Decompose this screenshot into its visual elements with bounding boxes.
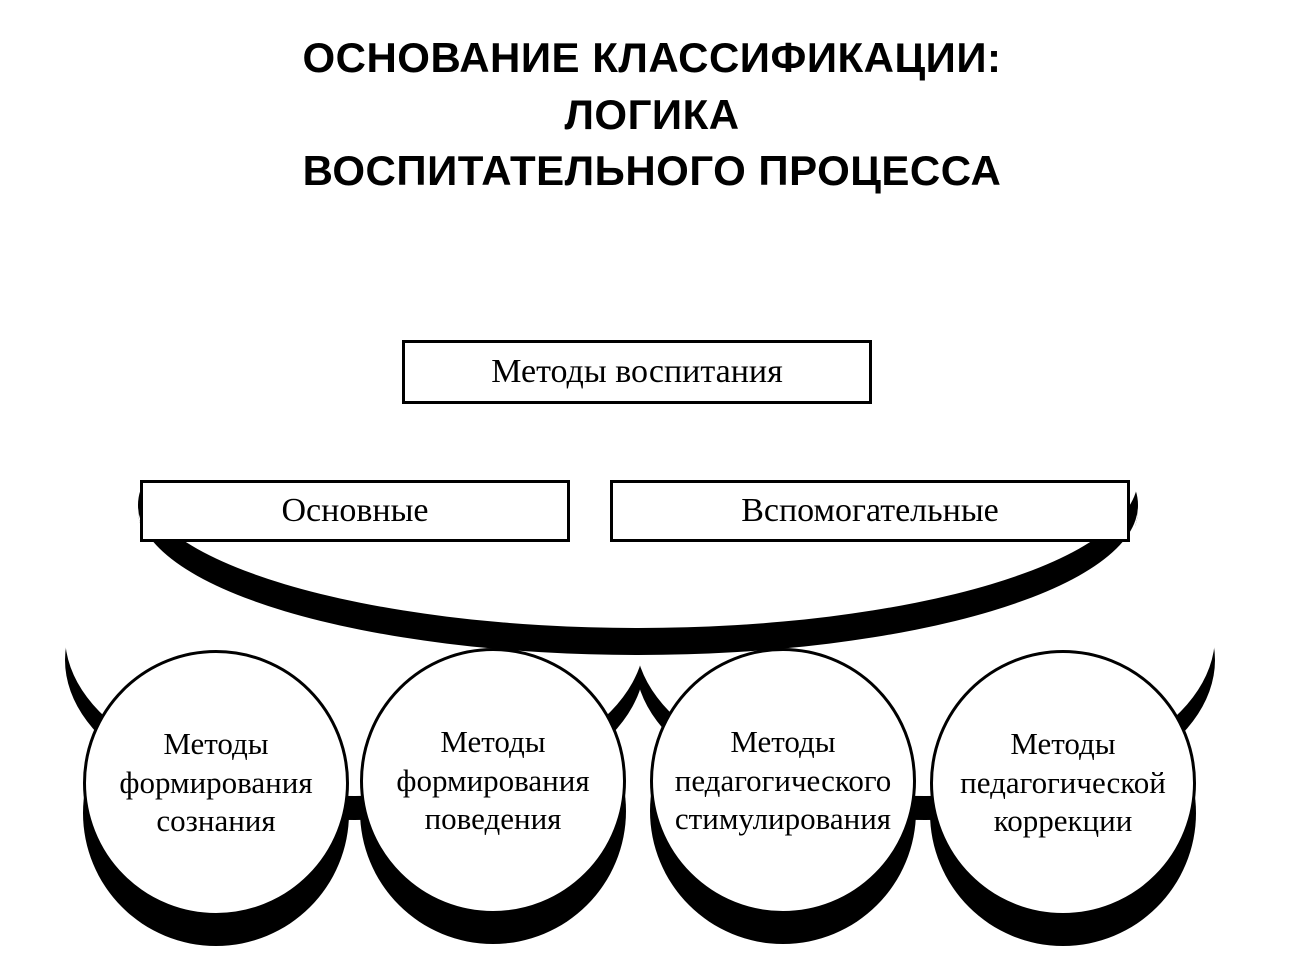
leaf-node-2: Методы педагогичес­кого стимули­рования	[650, 648, 916, 914]
leaf-node-1: Методы формиро­вания поведения	[360, 648, 626, 914]
leaf-node-3: Методы педагогичес­кой коррек­ции	[930, 650, 1196, 916]
leaf-node-0: Методы формиро­вания сознания	[83, 650, 349, 916]
title-line-3: ВОСПИТАТЕЛЬНОГО ПРОЦЕССА	[0, 143, 1304, 200]
branch-node-0: Основные	[140, 480, 570, 542]
title-line-2: ЛОГИКА	[0, 87, 1304, 144]
leaf-node-3-label: Методы педагогичес­кой коррек­ции	[943, 725, 1183, 841]
title-line-1: ОСНОВАНИЕ КЛАССИФИКАЦИИ:	[0, 30, 1304, 87]
branch-node-1-label: Вспомогательные	[741, 492, 999, 530]
tree-diagram: /* offset inner white ellipse upward to …	[0, 300, 1304, 970]
leaf-node-1-label: Методы формиро­вания поведения	[373, 723, 613, 839]
leaf-node-2-label: Методы педагогичес­кого стимули­рования	[663, 723, 903, 839]
branch-node-1: Вспомогательные	[610, 480, 1130, 542]
root-node-label: Методы воспитания	[491, 353, 783, 391]
root-node: Методы воспитания	[402, 340, 872, 404]
leaf-node-0-label: Методы формиро­вания сознания	[96, 725, 336, 841]
title-block: ОСНОВАНИЕ КЛАССИФИКАЦИИ: ЛОГИКА ВОСПИТАТ…	[0, 0, 1304, 200]
branch-node-0-label: Основные	[281, 492, 428, 530]
